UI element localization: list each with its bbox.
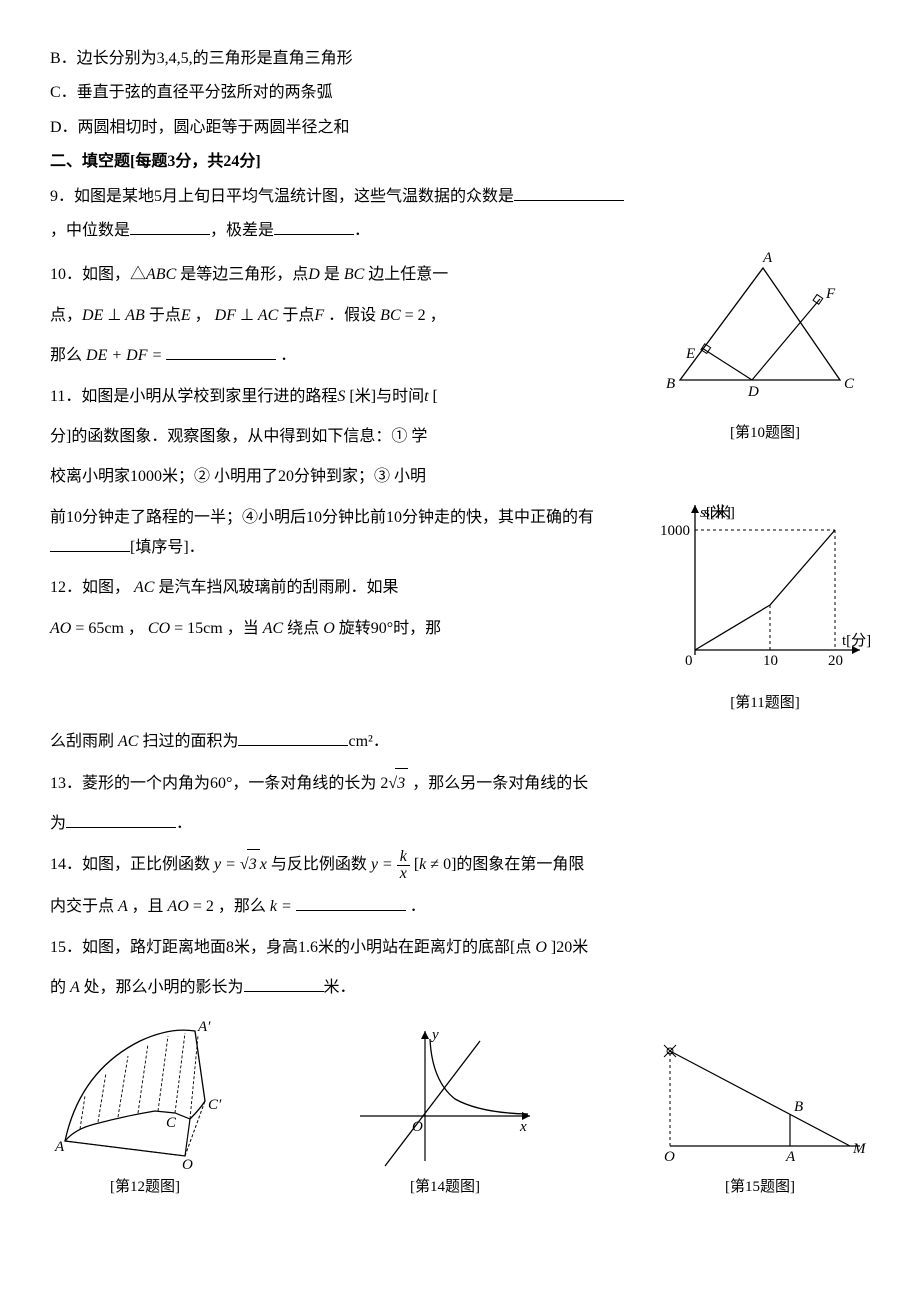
svg-text:x: x	[519, 1119, 527, 1135]
q11-blank[interactable]	[50, 535, 130, 552]
svg-text:0: 0	[685, 653, 693, 669]
svg-text:O: O	[182, 1157, 193, 1171]
fig-15: O A B M [第15题图]	[650, 1031, 870, 1202]
svg-text:M: M	[852, 1141, 867, 1157]
fig12-caption: [第12题图]	[110, 1173, 180, 1202]
q13-line1: 13．菱形的一个内角为60°，一条对角线的长为 2√3 ，那么另一条对角线的长	[50, 768, 870, 799]
svg-text:C: C	[166, 1115, 177, 1131]
q15-line2: 的 A 处，那么小明的影长为米．	[50, 973, 870, 1003]
q9: 9．如图是某地5月上旬日平均气温统计图，这些气温数据的众数是	[50, 182, 870, 212]
option-c: C．垂直于弦的直径平分弦所对的两条弧	[50, 78, 870, 108]
svg-text:C: C	[844, 376, 855, 392]
svg-text:D: D	[747, 384, 759, 400]
option-b: B．边长分别为3,4,5,的三角形是直角三角形	[50, 44, 870, 74]
q14-blank[interactable]	[296, 894, 406, 911]
q12-line1: 12．如图， AC 是汽车挡风玻璃前的刮雨刷．如果	[50, 573, 650, 603]
q11-line4: 前10分钟走了路程的一半；④小明后10分钟比前10分钟走的快，其中正确的有[填序…	[50, 503, 650, 564]
q12-blank[interactable]	[238, 729, 348, 746]
q12-line3: 么刮雨刷 AC 扫过的面积为cm²．	[50, 727, 870, 757]
svg-text:A: A	[762, 250, 773, 266]
q13-blank[interactable]	[66, 811, 176, 828]
fig-12: A A′ C C′ O [第12题图]	[50, 1011, 240, 1202]
q11-line3: 校离小明家1000米；② 小明用了20分钟到家；③ 小明	[50, 462, 650, 492]
svg-text:E: E	[685, 346, 695, 362]
svg-text:1000: 1000	[660, 523, 690, 539]
q9-blank-2[interactable]	[130, 218, 210, 235]
svg-text:C′: C′	[208, 1097, 222, 1113]
q9-blank-1[interactable]	[514, 184, 624, 201]
q10-line3: 那么 DE + DF = ．	[50, 341, 650, 371]
q11-line2: 分]的函数图象．观察图象，从中得到如下信息：① 学	[50, 422, 650, 452]
option-d: D．两圆相切时，圆心距等于两圆半径之和	[50, 113, 870, 143]
svg-text:B: B	[794, 1099, 803, 1115]
q11-line1: 11．如图是小明从学校到家里行进的路程S [米]与时间t [	[50, 382, 650, 412]
svg-text:O: O	[664, 1149, 675, 1165]
q12-line2: AO = 65cm ， CO = 15cm ，当 AC 绕点 O 旋转90°时，…	[50, 614, 650, 644]
q9-line2: ，中位数是，极差是．	[50, 216, 870, 246]
svg-text:A′: A′	[197, 1019, 211, 1035]
fig-10: A B C D E F [第10题图]	[660, 250, 870, 447]
q14-line2: 内交于点 A ，且 AO = 2 ，那么 k = ．	[50, 892, 870, 922]
fig11-caption: [第11题图]	[660, 689, 870, 718]
q9-blank-3[interactable]	[274, 218, 354, 235]
q14-line1: 14．如图，正比例函数 y = √3x 与反比例函数 y = kx [k ≠ 0…	[50, 849, 870, 882]
svg-text:20: 20	[828, 653, 843, 669]
svg-text:s[米]: s[米]	[704, 504, 735, 521]
svg-text:A: A	[785, 1149, 796, 1165]
q15-line1: 15．如图，路灯距离地面8米，身高1.6米的小明站在距离灯的底部[点 O ]20…	[50, 933, 870, 963]
svg-text:y: y	[430, 1027, 439, 1043]
svg-text:t[分]: t[分]	[842, 632, 870, 649]
fig10-caption: [第10题图]	[660, 419, 870, 448]
fig-11: s[米] s[米] s[米] t[分] 1000 0 10 20 [第11题图]	[660, 495, 870, 717]
section-2-heading: 二、填空题[每题3分，共24分]	[50, 147, 870, 177]
q10-blank[interactable]	[166, 343, 276, 360]
q10-line2: 点，DE ⊥ AB 于点E ， DF ⊥ AC 于点F ．假设 BC = 2 ，	[50, 301, 650, 331]
svg-text:B: B	[666, 376, 675, 392]
svg-text:A: A	[54, 1139, 65, 1155]
q15-blank[interactable]	[244, 975, 324, 992]
svg-text:O: O	[412, 1119, 423, 1135]
q10-line1: 10．如图，△ABC 是等边三角形，点D 是 BC 边上任意一	[50, 260, 650, 290]
fig14-caption: [第14题图]	[410, 1173, 480, 1202]
svg-text:10: 10	[763, 653, 778, 669]
svg-text:F: F	[825, 286, 836, 302]
q13-line2: 为．	[50, 809, 870, 839]
fig-14: x y O [第14题图]	[350, 1021, 540, 1202]
fig15-caption: [第15题图]	[725, 1173, 795, 1202]
